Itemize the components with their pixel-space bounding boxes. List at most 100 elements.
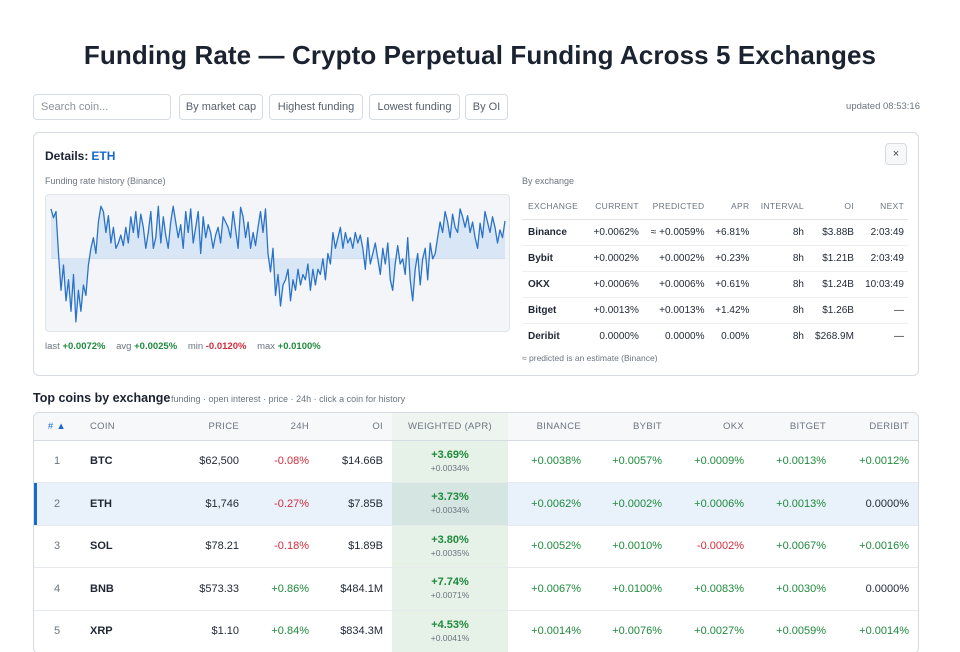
interval-value: 8h: [753, 271, 808, 298]
current-rate: 0.0000%: [599, 330, 639, 342]
col-next: NEXT: [857, 193, 908, 220]
apr-value: +0.23%: [708, 245, 754, 272]
stat-max: max +0.0100%: [257, 341, 321, 352]
rank-cell: 4: [34, 567, 80, 611]
interval-value: 8h: [753, 219, 808, 246]
predicted-rate: +0.0013%: [642, 297, 709, 324]
sort-by-market-cap-button[interactable]: By market cap: [179, 94, 263, 120]
close-details-button[interactable]: ×: [885, 143, 907, 165]
change-24h-cell: +0.86%: [248, 567, 318, 611]
exchange-row-bitget: Bitget +0.0013% +0.0013% +1.42% 8h $1.26B —: [522, 297, 908, 324]
exchange-name: Bitget: [522, 297, 587, 324]
price-cell: $1,746: [172, 482, 248, 526]
exchange-name: OKX: [522, 271, 587, 298]
history-chart-label: Funding rate history (Binance): [45, 176, 166, 186]
search-input[interactable]: [33, 94, 171, 120]
col-okx[interactable]: OKX: [671, 413, 753, 441]
predicted-footnote: ≈ predicted is an estimate (Binance): [522, 353, 658, 363]
coin-row-eth[interactable]: 2 ETH $1,746 -0.27% $7.85B +3.73% +0.0034% +0.0…: [34, 482, 918, 526]
rank-cell: 2: [34, 482, 80, 526]
next-funding: 2:03:49: [857, 219, 908, 246]
weighted-apr-value: +3.69%: [431, 448, 469, 461]
col-binance[interactable]: BINANCE: [508, 413, 590, 441]
coin-row-btc[interactable]: 1 BTC $62,500 -0.08% $14.66B +3.69% +0.0034% +0…: [34, 440, 918, 483]
binance-rate-cell: +0.0052%: [508, 525, 590, 568]
deribit-rate-cell: 0.0000%: [835, 567, 918, 611]
weighted-rate-value: +0.0034%: [430, 505, 470, 516]
bybit-rate-cell: +0.0076%: [590, 610, 671, 652]
exchange-name: Binance: [522, 219, 587, 246]
oi-value: $1.24B: [807, 271, 858, 298]
coins-table: # ▲ COIN PRICE 24H OI WEIGHTED (APR) BIN…: [33, 412, 919, 652]
predicted-rate: 0.0000%: [664, 330, 705, 342]
weighted-rate-value: +0.0034%: [430, 462, 470, 473]
exchange-row-okx: OKX +0.0006% +0.0006% +0.61% 8h $1.24B 10:03:4…: [522, 271, 908, 298]
oi-value: $1.26B: [807, 297, 858, 324]
weighted-apr-value: +3.80%: [431, 533, 469, 546]
coin-name[interactable]: BNB: [80, 567, 172, 611]
bitget-rate-cell: +0.0013%: [753, 482, 835, 526]
bitget-rate-cell: +0.0067%: [753, 525, 835, 568]
col-coin[interactable]: COIN: [80, 413, 172, 441]
apr-value: 0.00%: [721, 330, 750, 342]
col-weighted-apr[interactable]: WEIGHTED (APR): [392, 413, 508, 441]
coins-table-header: # ▲ COIN PRICE 24H OI WEIGHTED (APR) BIN…: [34, 413, 918, 441]
current-rate: +0.0002%: [586, 245, 643, 272]
next-funding: —: [857, 297, 908, 324]
funding-history-svg: [50, 205, 506, 323]
coin-row-bnb[interactable]: 4 BNB $573.33 +0.86% $484.1M +7.74% +0.0071% +0…: [34, 567, 918, 611]
exchange-row-deribit: Deribit 0.0000% 0.0000% 0.00% 8h $268.9M —: [522, 323, 908, 349]
col-bitget[interactable]: BITGET: [753, 413, 835, 441]
funding-series-line: [50, 205, 506, 323]
col-exchange: EXCHANGE: [522, 193, 587, 220]
price-cell: $1.10: [172, 610, 248, 652]
coin-row-xrp[interactable]: 5 XRP $1.10 +0.84% $834.3M +4.53% +0.0041% +0.0…: [34, 610, 918, 652]
apr-value: +0.61%: [708, 271, 754, 298]
bitget-rate-cell: +0.0059%: [753, 610, 835, 652]
exchange-row-binance: Binance +0.0062% ≈ +0.0059% +6.81% 8h $3.88B 2…: [522, 219, 908, 246]
sort-by-oi-button[interactable]: By OI: [465, 94, 508, 120]
weighted-apr-cell: +4.53% +0.0041%: [392, 610, 508, 652]
coin-name[interactable]: XRP: [80, 610, 172, 652]
updated-timestamp: updated 08:53:16: [846, 101, 920, 112]
coin-name[interactable]: SOL: [80, 525, 172, 568]
exchange-name: Bybit: [522, 245, 587, 272]
col-oi[interactable]: OI: [318, 413, 392, 441]
col-price[interactable]: PRICE: [172, 413, 248, 441]
oi-cell: $834.3M: [318, 610, 392, 652]
sort-asc-icon: ▲: [56, 420, 67, 432]
weighted-apr-cell: +7.74% +0.0071%: [392, 567, 508, 611]
sort-highest-funding-button[interactable]: Highest funding: [269, 94, 363, 120]
col-apr: APR: [708, 193, 754, 220]
history-stats: last +0.0072% avg +0.0025% min -0.0120% …: [45, 341, 329, 352]
current-rate: +0.0006%: [586, 271, 643, 298]
current-rate: +0.0013%: [586, 297, 643, 324]
predicted-rate: +0.0006%: [642, 271, 709, 298]
okx-rate-cell: +0.0006%: [671, 482, 753, 526]
change-24h-cell: -0.08%: [248, 440, 318, 483]
okx-rate-cell: +0.0009%: [671, 440, 753, 483]
binance-rate-cell: +0.0014%: [508, 610, 590, 652]
stat-avg: avg +0.0025%: [116, 341, 178, 352]
coin-name[interactable]: ETH: [80, 482, 172, 526]
next-funding: 2:03:49: [857, 245, 908, 272]
next-funding: 10:03:49: [857, 271, 908, 298]
coin-name[interactable]: BTC: [80, 440, 172, 483]
rank-cell: 5: [34, 610, 80, 652]
weighted-apr-value: +4.53%: [431, 618, 469, 631]
sort-lowest-funding-button[interactable]: Lowest funding: [369, 94, 460, 120]
oi-cell: $14.66B: [318, 440, 392, 483]
col-rank[interactable]: # ▲: [34, 413, 80, 441]
deribit-rate-cell: 0.0000%: [835, 482, 918, 526]
coin-row-sol[interactable]: 3 SOL $78.21 -0.18% $1.89B +3.80% +0.0035% +0.0…: [34, 525, 918, 568]
next-funding: —: [894, 330, 904, 342]
col-24h[interactable]: 24H: [248, 413, 318, 441]
oi-value: $1.21B: [807, 245, 858, 272]
col-deribit[interactable]: DERIBIT: [835, 413, 918, 441]
col-bybit[interactable]: BYBIT: [590, 413, 671, 441]
exchange-table: EXCHANGE CURRENT PREDICTED APR INTERVAL …: [522, 193, 908, 349]
col-current: CURRENT: [586, 193, 643, 220]
details-panel: Details: ETH × Funding rate history (Bina…: [33, 132, 919, 376]
bybit-rate-cell: +0.0057%: [590, 440, 671, 483]
deribit-rate-cell: +0.0014%: [835, 610, 918, 652]
